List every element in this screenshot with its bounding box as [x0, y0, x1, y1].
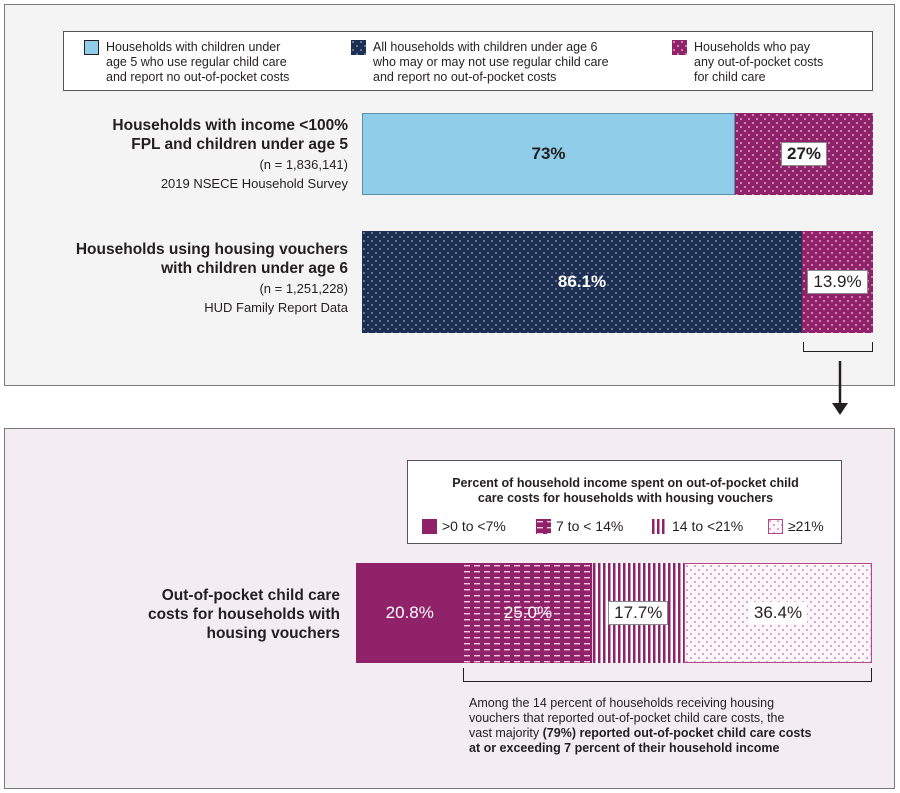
row-label-vouchers: Households using housing vouchers with c… [10, 240, 348, 316]
bar-vouchers: 86.1% 13.9% [362, 231, 873, 333]
annotation-note: Among the 14 percent of households recei… [469, 696, 889, 756]
row-title-line: with children under age 6 [161, 260, 348, 277]
note-line: vouchers that reported out-of-pocket chi… [469, 711, 785, 725]
bar-segment-14-21: 17.7% [592, 563, 684, 663]
data-label: 86.1% [557, 272, 607, 291]
data-label: 17.7% [608, 601, 669, 625]
note-bold: (79%) reported out-of-pocket child care … [542, 726, 812, 740]
row-title-line: housing vouchers [206, 625, 341, 642]
data-label: 13.9% [807, 270, 868, 294]
legend-text-line: age 5 who use regular child care [106, 55, 287, 69]
row-n: (n = 1,251,228) [259, 281, 348, 296]
bar-segment-0-7: 20.8% [356, 563, 464, 663]
legend-title: Percent of household income spent on out… [418, 476, 833, 506]
bar-segment-pay-costs: 27% [735, 113, 873, 195]
navy-dots-swatch-icon [351, 40, 366, 55]
light-blue-swatch-icon [84, 40, 99, 55]
data-label: 73% [531, 144, 566, 163]
legend-text-line: who may or may not use regular child car… [373, 55, 609, 69]
row-title-line: costs for households with [147, 606, 340, 623]
top-legend: Households with children under age 5 who… [63, 31, 873, 91]
row-title-line: Households with income <100% [112, 117, 348, 134]
row-title-line: Out-of-pocket child care [161, 587, 340, 604]
note-line: vast majority [469, 726, 543, 740]
down-arrow-icon [832, 361, 848, 415]
dashed-magenta-swatch-icon [536, 519, 551, 534]
legend-text-line: for child care [694, 70, 766, 84]
legend-label: 14 to <21% [672, 518, 744, 534]
dotted-pale-swatch-icon [768, 519, 783, 534]
row-title-line: Households using housing vouchers [75, 241, 348, 258]
row-source: HUD Family Report Data [204, 300, 348, 315]
row-label-out-of-pocket: Out-of-pocket child care costs for house… [40, 586, 340, 643]
magenta-dots-swatch-icon [672, 40, 687, 55]
row-n: (n = 1,836,141) [259, 157, 348, 172]
legend-title-line: Percent of household income spent on out… [452, 476, 799, 490]
bar-segment-no-cost: 73% [362, 113, 736, 195]
note-line: Among the 14 percent of households recei… [469, 696, 775, 710]
row-source: 2019 NSECE Household Survey [160, 176, 348, 191]
bar-segment-7-14: 25.0% [463, 563, 593, 663]
data-label: 25.0% [503, 603, 553, 622]
legend-text-line: any out-of-pocket costs [694, 55, 824, 69]
striped-magenta-swatch-icon [652, 519, 667, 534]
data-label: 20.8% [385, 603, 434, 622]
legend-text-line: and report no out-of-pocket costs [373, 70, 557, 84]
note-bold: at or exceeding 7 percent of their house… [469, 741, 780, 755]
legend-text-line: All households with children under age 6 [373, 40, 598, 54]
bracket [463, 668, 872, 682]
legend-text-line: Households who pay [694, 40, 811, 54]
row-title-line: FPL and children under age 5 [131, 136, 348, 153]
solid-magenta-swatch-icon [422, 519, 437, 534]
legend-label: >0 to <7% [442, 518, 506, 534]
legend-label: ≥21% [788, 518, 824, 534]
legend-label: 7 to < 14% [556, 518, 624, 534]
legend-title-line: care costs for households with housing v… [477, 491, 774, 505]
bar-out-of-pocket: 20.8% 25.0% 17.7% 36.4% [356, 563, 872, 663]
legend-text-line: Households with children under [106, 40, 281, 54]
data-label: 27% [780, 142, 828, 166]
row-label-income: Households with income <100% FPL and chi… [10, 116, 348, 192]
bar-segment-21-plus: 36.4% [683, 563, 872, 663]
bar-segment-all-households: 86.1% [362, 231, 802, 333]
legend-text-line: and report no out-of-pocket costs [106, 70, 290, 84]
bracket [803, 342, 873, 352]
bottom-legend: Percent of household income spent on out… [407, 460, 842, 544]
bar-segment-pay-costs: 13.9% [801, 231, 873, 333]
bar-income: 73% 27% [362, 113, 873, 195]
data-label: 36.4% [748, 602, 808, 624]
